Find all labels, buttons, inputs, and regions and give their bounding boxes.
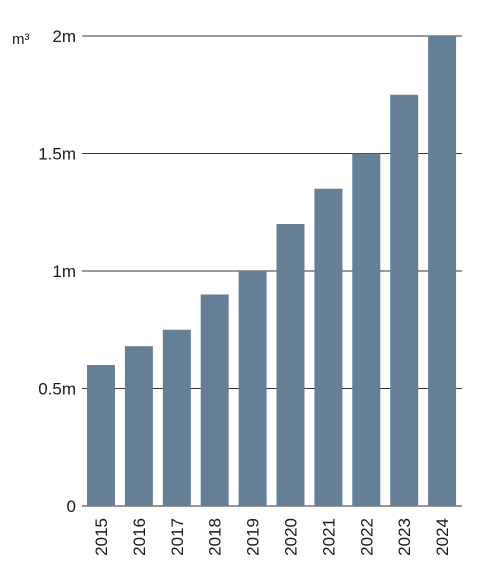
bar-2016: [124, 346, 153, 506]
bar-2024: [428, 36, 457, 506]
y-tick-label: 2m: [52, 27, 76, 46]
x-tick-label: 2018: [206, 518, 225, 556]
bar-2020: [276, 224, 305, 506]
bar-2019: [238, 271, 267, 506]
y-unit-label: m³: [12, 31, 30, 48]
x-tick-label: 2023: [395, 518, 414, 556]
x-tick-label: 2021: [319, 518, 338, 556]
x-tick-label: 2016: [130, 518, 149, 556]
x-tick-label: 2017: [168, 518, 187, 556]
x-tick-label: 2015: [92, 518, 111, 556]
bar-2022: [352, 153, 381, 506]
bar-2023: [390, 94, 419, 506]
y-tick-label: 1m: [52, 262, 76, 281]
x-tick-labels: 2015 2016 2017 2018 2019 2020 2021 2022 2023 2024: [92, 518, 452, 556]
y-tick-label: 1.5m: [38, 145, 76, 164]
x-tick-label: 2019: [244, 518, 263, 556]
bars: [87, 36, 457, 506]
bar-2017: [162, 329, 191, 506]
bar-2021: [314, 188, 343, 506]
y-tick-labels: 0 0.5m 1m 1.5m 2m: [38, 27, 76, 516]
x-tick-label: 2022: [357, 518, 376, 556]
bar-2015: [87, 365, 115, 506]
x-tick-label: 2020: [282, 518, 301, 556]
y-tick-label: 0.5m: [38, 380, 76, 399]
bar-2018: [200, 294, 229, 506]
x-tick-label: 2024: [433, 518, 452, 556]
y-tick-label: 0: [67, 497, 76, 516]
